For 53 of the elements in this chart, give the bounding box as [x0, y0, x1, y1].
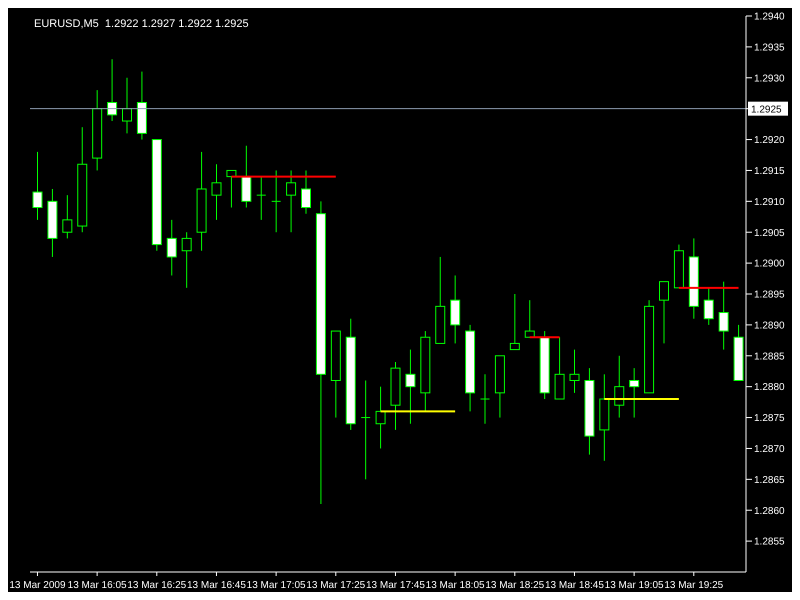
candlestick	[480, 374, 490, 424]
y-tick-label: 1.2905	[754, 228, 786, 239]
x-tick-label: 13 Mar 19:25	[664, 580, 724, 591]
y-tick-label: 1.2865	[754, 474, 786, 486]
y-tick-label: 1.2880	[754, 382, 786, 394]
candlestick	[107, 58, 118, 122]
x-tick-label: 13 Mar 17:25	[306, 580, 366, 591]
y-tick-label: 1.2885	[754, 351, 786, 362]
y-tick-label: 1.2895	[754, 290, 786, 301]
candlestick	[62, 194, 72, 239]
candlestick	[301, 170, 311, 214]
x-tick-label: 13 Mar 2009	[9, 580, 66, 591]
x-tick-label: 13 Mar 17:45	[366, 580, 426, 591]
y-tick-label: 1.2870	[754, 444, 786, 455]
candlestick	[629, 368, 640, 418]
candlestick	[376, 386, 386, 449]
y-tick-label: 1.2930	[754, 73, 786, 84]
y-tick-label: 1.2935	[754, 42, 786, 54]
ref-line-label: 1.2925	[751, 104, 782, 116]
candlestick	[271, 170, 282, 233]
x-tick-label: 13 Mar 19:05	[604, 580, 664, 591]
candlestick	[614, 355, 624, 418]
x-tick-label: 13 Mar 16:05	[68, 580, 128, 591]
x-tick-label: 13 Mar 18:05	[426, 580, 486, 591]
candlestick	[704, 287, 714, 326]
y-tick-label: 1.2875	[754, 413, 786, 424]
candlestick	[256, 176, 266, 220]
candlestick	[182, 232, 192, 288]
candlestick	[32, 151, 42, 220]
y-tick-label: 1.2900	[754, 258, 786, 270]
x-tick-label: 13 Mar 16:45	[186, 580, 246, 591]
y-tick-label: 1.2915	[754, 166, 786, 177]
x-tick-label: 13 Mar 18:45	[544, 580, 604, 591]
y-tick-label: 1.2920	[754, 135, 786, 146]
y-tick-label: 1.2890	[754, 320, 786, 332]
x-tick-label: 13 Mar 18:25	[485, 580, 545, 591]
candlestick	[360, 380, 371, 480]
candlestick	[286, 170, 296, 233]
chart-title: EURUSD,M5 1.2922 1.2927 1.2922 1.2925	[34, 18, 249, 30]
candlestick	[718, 281, 729, 350]
y-tick-label: 1.2940	[754, 12, 786, 23]
candlestick	[212, 164, 222, 220]
candlestick	[510, 294, 520, 350]
y-tick-label: 1.2910	[754, 196, 786, 208]
candlestick	[122, 77, 132, 134]
y-tick-label: 1.2855	[754, 536, 786, 548]
x-tick-label: 13 Mar 16:25	[127, 580, 187, 591]
candlestick	[659, 281, 669, 344]
candlestick	[166, 219, 177, 276]
candlestick	[570, 349, 580, 394]
y-tick-label: 1.2860	[754, 506, 786, 517]
candlestick	[405, 349, 416, 424]
x-tick-label: 13 Mar 17:05	[246, 580, 306, 591]
